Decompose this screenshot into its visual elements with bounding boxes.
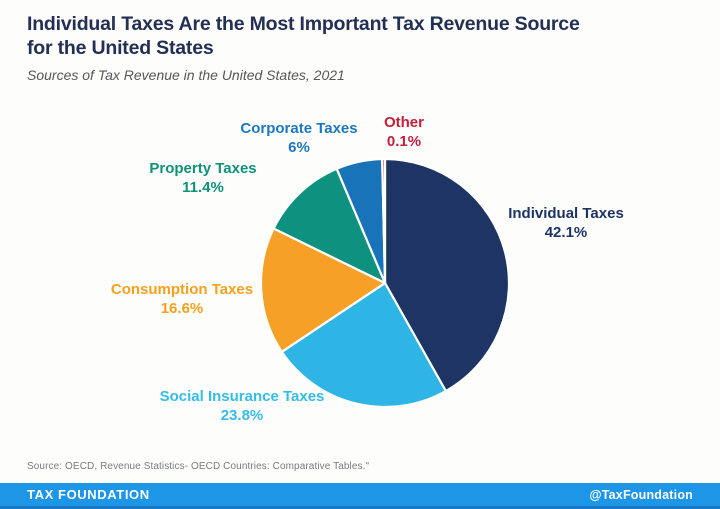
source-note: Source: OECD, Revenue Statistics- OECD C… [27,461,370,472]
page-title-line1: Individual Taxes Are the Most Important … [27,13,580,35]
label-other: Other 0.1% [354,114,454,151]
page-title: Individual Taxes Are the Most Important … [27,12,687,60]
pie-slice-consumption-taxes [259,227,387,353]
pie-slice-social-insurance-taxes [280,281,447,409]
slice-value: 11.4% [182,178,224,196]
page-title-line2: for the United States [27,37,214,59]
twitter-handle: @TaxFoundation [589,487,693,502]
slice-name: Consumption Taxes [110,281,254,298]
label-individual-taxes: Individual Taxes 42.1% [466,205,666,242]
chart-subtitle: Sources of Tax Revenue in the United Sta… [27,67,345,83]
label-property-taxes: Property Taxes 11.4% [103,160,303,197]
slice-value: 16.6% [160,299,204,317]
slice-name: Social Insurance Taxes [159,388,325,405]
slice-name: Property Taxes [149,160,257,177]
footer-bar: TAX FOUNDATION @TaxFoundation [0,483,720,509]
pie-slice-other [381,157,387,285]
slice-name: Corporate Taxes [240,120,358,137]
pie-slice-individual-taxes [383,157,511,393]
brand-name: TAX FOUNDATION [27,487,150,502]
label-corporate-taxes: Corporate Taxes 6% [199,120,399,157]
pie-slice-property-taxes [272,167,387,285]
slice-value: 0.1% [386,132,422,150]
pie-chart [259,157,511,409]
pie-chart-area: Corporate Taxes 6% Other 0.1% Property T… [0,100,720,450]
label-consumption-taxes: Consumption Taxes 16.6% [82,281,282,318]
slice-name: Other [383,114,424,131]
slice-value: 23.8% [220,406,264,424]
slice-name: Individual Taxes [508,205,624,222]
slice-value: 42.1% [544,223,588,241]
slice-value: 6% [288,138,310,156]
label-social-insurance-taxes: Social Insurance Taxes 23.8% [122,388,362,425]
